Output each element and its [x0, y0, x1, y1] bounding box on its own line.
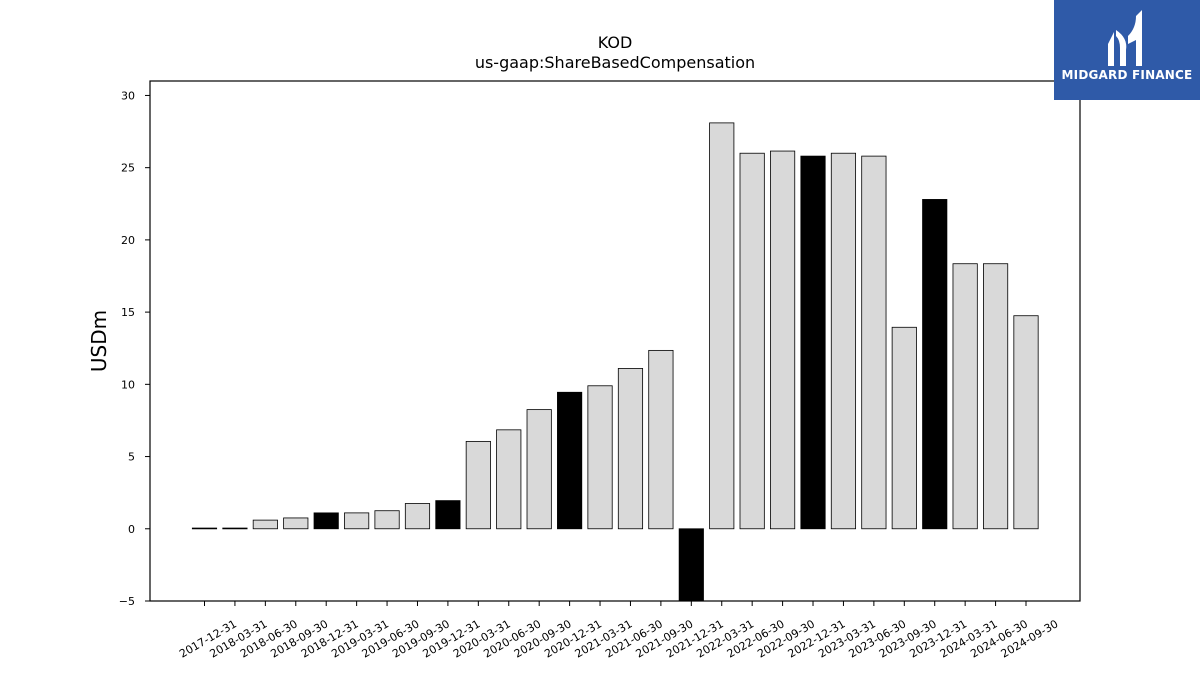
bar-2020-06-30 — [496, 429, 522, 530]
y-tick-label: −5 — [119, 595, 135, 608]
y-axis-label: USDm — [87, 310, 111, 372]
bar-2022-09-30 — [770, 150, 796, 530]
bar-2024-06-30 — [983, 263, 1009, 530]
bar-2017-12-31 — [191, 527, 218, 530]
bar-2019-12-31 — [435, 500, 461, 530]
bar-2024-03-31 — [952, 263, 978, 530]
bar-2022-12-31 — [800, 155, 826, 530]
logo-mark-icon — [1108, 10, 1142, 66]
bar-2024-09-30 — [1013, 315, 1039, 530]
x-axis: 2017-12-312018-03-312018-06-302018-09-30… — [177, 601, 1061, 661]
bar-2018-03-31 — [222, 527, 248, 530]
midgard-finance-logo: MIDGARD FINANCE — [1054, 0, 1200, 100]
bar-2021-12-31 — [678, 528, 704, 602]
chart-title: KOD — [598, 33, 633, 52]
y-tick-label: 20 — [121, 234, 135, 247]
bar-2022-06-30 — [739, 152, 765, 530]
bar-2023-09-30 — [891, 326, 917, 530]
bar-2019-03-31 — [344, 512, 370, 530]
bar-2022-03-31 — [709, 122, 735, 530]
bars — [191, 122, 1039, 602]
y-tick-label: 5 — [128, 451, 135, 464]
bar-2021-09-30 — [648, 349, 674, 530]
bar-2021-03-31 — [587, 385, 613, 530]
y-tick-label: 25 — [121, 162, 135, 175]
y-tick-label: 30 — [121, 89, 135, 102]
bar-2019-06-30 — [374, 510, 400, 530]
y-axis: −5 0 5 10 15 20 25 30 — [119, 89, 150, 608]
bar-2020-12-31 — [557, 391, 583, 530]
y-tick-label: 10 — [121, 378, 135, 391]
y-tick-label: 0 — [128, 523, 135, 536]
y-tick-label: 15 — [121, 306, 135, 319]
bar-2023-03-31 — [830, 152, 857, 530]
bar-2023-12-31 — [922, 199, 948, 530]
bar-2019-09-30 — [404, 503, 431, 530]
bar-2023-06-30 — [861, 155, 887, 530]
bar-2021-06-30 — [617, 368, 644, 530]
bar-2018-12-31 — [313, 512, 339, 530]
bar-2018-09-30 — [283, 517, 309, 530]
logo-text: MIDGARD FINANCE — [1061, 68, 1193, 82]
plot-frame — [149, 80, 1081, 602]
bar-2018-06-30 — [252, 519, 278, 530]
bar-2020-03-31 — [465, 440, 491, 530]
bar-2020-09-30 — [526, 409, 552, 530]
chart-subtitle: us-gaap:ShareBasedCompensation — [475, 53, 755, 72]
